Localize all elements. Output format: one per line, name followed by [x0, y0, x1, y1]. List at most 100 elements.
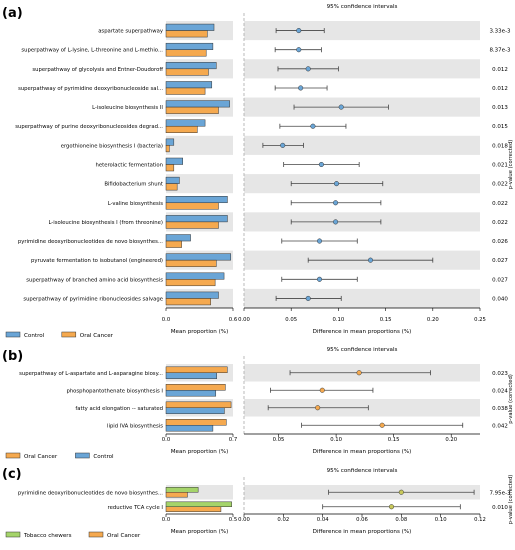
diff-point — [315, 405, 321, 411]
legend-label: Oral Cancer — [24, 454, 58, 460]
bar-first — [165, 272, 225, 280]
ci-title: 95% confidence intervals — [327, 4, 398, 10]
diff-point — [333, 181, 340, 187]
right-tick-label: 0.15 — [380, 317, 392, 323]
diff-point — [298, 85, 304, 91]
right-tick-label: 0.10 — [435, 517, 447, 523]
ci-title: 95% confidence intervals — [327, 468, 398, 474]
legend-swatch — [61, 331, 77, 338]
category-label: superpathway of glycolysis and Entner-Do… — [32, 67, 163, 73]
p-value: 0.022 — [492, 182, 508, 188]
diff-point — [305, 295, 311, 301]
bar-second — [165, 106, 219, 114]
legend-label: Tobacco chewers — [23, 533, 72, 539]
diff-point — [296, 47, 302, 53]
diff-point — [305, 66, 311, 72]
panel-3: (c) 95% confidence intervals pyrimidine de… — [2, 467, 514, 539]
category-label: superpathway of pyrimidine deoxyribonucl… — [18, 86, 163, 92]
right-tick-label: 0.00 — [238, 317, 250, 323]
p-value: 0.027 — [492, 258, 508, 264]
p-value: 0.042 — [492, 423, 508, 429]
category-label: pyruvate fermentation to isobutanol (eng… — [31, 258, 163, 264]
p-value: 0.022 — [492, 220, 508, 226]
right-tick-label: 0.04 — [317, 517, 329, 523]
left-axis-label: Mean proportion (%) — [171, 529, 229, 535]
left-tick-label: 0.7 — [229, 437, 237, 443]
bar-second — [165, 240, 182, 248]
diff-point — [296, 28, 302, 34]
bar-second — [165, 298, 211, 306]
bar-first — [165, 366, 228, 373]
bar-first — [165, 401, 232, 408]
category-label: superpathway of L-lysine, L-threonine an… — [21, 48, 163, 54]
legend-swatch — [75, 452, 90, 459]
diff-point — [319, 387, 325, 393]
right-tick-label: 0.20 — [427, 317, 439, 323]
right-tick-label: 0.10 — [330, 437, 342, 443]
category-label: L-isoleucine biosynthesis II — [92, 105, 163, 111]
diff-point — [367, 257, 374, 263]
panel-letter: (c) — [2, 467, 22, 482]
bar-first — [165, 419, 227, 426]
p-value: 0.040 — [492, 296, 508, 302]
diff-point — [318, 161, 324, 168]
diff-point — [310, 123, 316, 129]
bar-second — [165, 506, 222, 512]
category-label: L-valine biosynthesis — [108, 201, 164, 207]
p-value: 8.37e-3 — [489, 48, 511, 54]
p-value: 0.012 — [492, 86, 508, 92]
right-tick-label: 0.12 — [474, 517, 486, 523]
pvalue-axis-label: p-value (corrected) — [508, 140, 514, 190]
p-value: 0.010 — [492, 505, 508, 511]
row-band-right — [244, 135, 480, 155]
pvalue-axis-label: p-value (corrected) — [508, 475, 514, 525]
category-label: L-isoleucine biosynthesis I (from threon… — [48, 220, 163, 226]
bar-second — [165, 145, 170, 153]
category-label: reductive TCA cycle I — [108, 505, 164, 511]
p-value: 0.038 — [492, 406, 508, 412]
bar-first — [165, 253, 232, 261]
pvalue-axis-label: p-value (corrected) — [508, 374, 514, 424]
p-value: 3.33e-3 — [489, 29, 511, 35]
right-tick-label: 0.05 — [273, 437, 285, 443]
right-axis-label: Difference in mean proportions (%) — [313, 329, 412, 335]
bar-second — [165, 87, 206, 95]
diff-point — [356, 370, 362, 376]
bar-first — [165, 157, 183, 165]
left-tick-label: 0.0 — [162, 437, 171, 443]
bar-first — [165, 176, 180, 184]
row-band-left — [166, 135, 233, 155]
p-value: 0.015 — [492, 124, 508, 130]
p-value: 0.023 — [492, 371, 508, 377]
category-label: pyrimidine deoxyribonucleotides de novo … — [18, 490, 163, 496]
left-tick-label: 0.5 — [229, 517, 237, 523]
bar-first — [165, 234, 191, 242]
diff-point — [333, 219, 339, 225]
diff-point — [280, 142, 286, 148]
legend-swatch — [5, 531, 21, 538]
category-label: superpathway of L-aspartate and L-aspara… — [19, 371, 163, 377]
category-label: pyrimidine deoxyribonucleotides de novo … — [18, 239, 163, 245]
left-axis-label: Mean proportion (%) — [171, 449, 229, 455]
diff-point — [316, 238, 323, 244]
p-value: 0.026 — [492, 239, 508, 245]
bar-second — [165, 259, 217, 267]
diff-point — [388, 504, 395, 510]
row-band-left — [166, 174, 233, 194]
bar-second — [165, 372, 217, 379]
diff-point — [338, 104, 344, 110]
right-axis-label: Difference in mean proportions (%) — [313, 529, 412, 535]
panel-2: (b) 95% confidence intervals superpathway … — [2, 347, 514, 460]
category-label: aspartate superpathway — [98, 29, 163, 35]
p-value: 0.022 — [492, 201, 508, 207]
category-label: fatty acid elongation -- saturated — [75, 406, 163, 412]
panel-letter: (b) — [2, 349, 23, 364]
left-tick-label: 0.0 — [162, 317, 171, 323]
diff-point — [316, 276, 323, 282]
bar-second — [165, 390, 217, 397]
category-label: lipid IVA biosynthesis — [107, 423, 163, 429]
legend-swatch — [5, 452, 21, 459]
category-label: phosphopantothenate biosynthesis I — [66, 388, 163, 394]
bar-second — [165, 492, 188, 498]
